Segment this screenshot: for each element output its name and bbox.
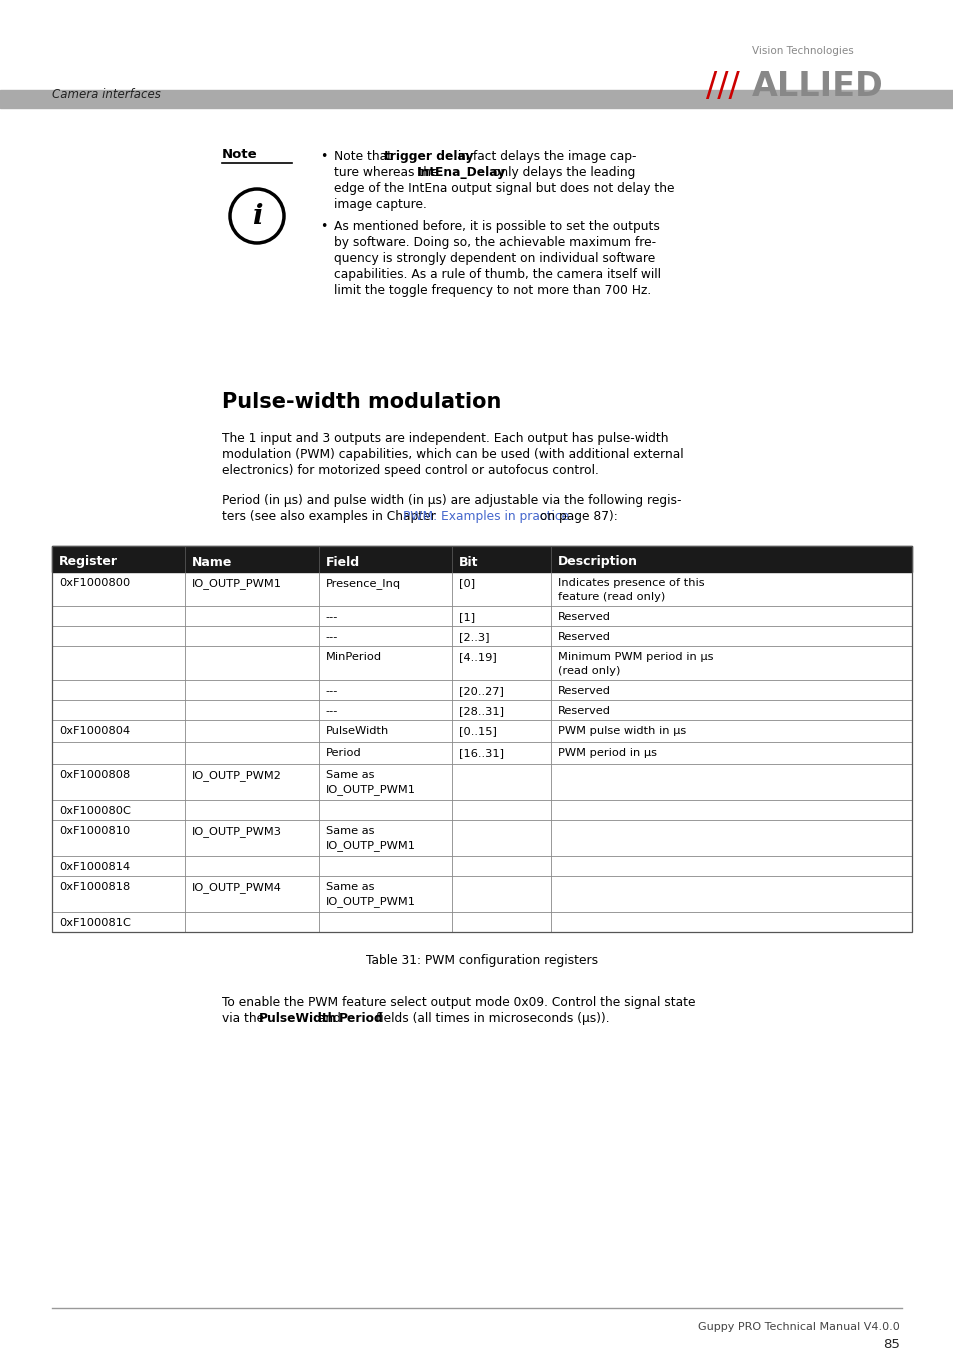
Text: Camera interfaces: Camera interfaces bbox=[52, 88, 161, 101]
Bar bbox=[52, 545, 911, 572]
Text: via the: via the bbox=[222, 1012, 268, 1025]
Text: PWM pulse width in μs: PWM pulse width in μs bbox=[558, 726, 685, 736]
Text: PulseWidth: PulseWidth bbox=[258, 1012, 337, 1025]
Text: Reserved: Reserved bbox=[558, 632, 610, 643]
Text: [20..27]: [20..27] bbox=[458, 686, 503, 697]
Text: and: and bbox=[314, 1012, 344, 1025]
Text: Register: Register bbox=[59, 555, 118, 568]
Text: 0xF1000804: 0xF1000804 bbox=[59, 726, 130, 736]
Text: PWM period in μs: PWM period in μs bbox=[558, 748, 656, 757]
Text: Presence_Inq: Presence_Inq bbox=[325, 578, 400, 589]
Text: Bit: Bit bbox=[458, 555, 477, 568]
Text: [0..15]: [0..15] bbox=[458, 726, 497, 736]
Text: IO_OUTP_PWM1: IO_OUTP_PWM1 bbox=[325, 840, 416, 850]
Text: [2..3]: [2..3] bbox=[458, 632, 489, 643]
Text: Pulse-width modulation: Pulse-width modulation bbox=[222, 392, 501, 412]
Text: 0xF100080C: 0xF100080C bbox=[59, 806, 131, 815]
Text: [0]: [0] bbox=[458, 578, 475, 589]
Text: •: • bbox=[319, 220, 327, 234]
Text: on page 87):: on page 87): bbox=[536, 510, 618, 522]
Text: Reserved: Reserved bbox=[558, 706, 610, 716]
Text: trigger delay: trigger delay bbox=[384, 150, 473, 163]
Text: Field: Field bbox=[325, 555, 359, 568]
Text: Guppy PRO Technical Manual V4.0.0: Guppy PRO Technical Manual V4.0.0 bbox=[698, 1322, 899, 1332]
Text: 0xF100081C: 0xF100081C bbox=[59, 918, 131, 927]
Text: capabilities. As a rule of thumb, the camera itself will: capabilities. As a rule of thumb, the ca… bbox=[334, 269, 660, 281]
Text: only delays the leading: only delays the leading bbox=[489, 166, 635, 180]
Text: MinPeriod: MinPeriod bbox=[325, 652, 381, 662]
Text: Indicates presence of this: Indicates presence of this bbox=[558, 578, 703, 589]
Text: i: i bbox=[252, 202, 262, 230]
Text: Note: Note bbox=[222, 148, 257, 161]
Bar bbox=[0, 90, 953, 108]
Text: IO_OUTP_PWM4: IO_OUTP_PWM4 bbox=[193, 882, 282, 892]
Text: 0xF1000800: 0xF1000800 bbox=[59, 578, 131, 589]
Text: Description: Description bbox=[558, 555, 638, 568]
Text: ---: --- bbox=[325, 612, 337, 622]
Text: Table 31: PWM configuration registers: Table 31: PWM configuration registers bbox=[366, 954, 598, 967]
Text: IntEna_Delay: IntEna_Delay bbox=[416, 166, 506, 180]
Text: quency is strongly dependent on individual software: quency is strongly dependent on individu… bbox=[334, 252, 655, 265]
Text: (read only): (read only) bbox=[558, 666, 619, 676]
Text: [1]: [1] bbox=[458, 612, 475, 622]
Text: 0xF1000818: 0xF1000818 bbox=[59, 882, 131, 892]
Text: ALLIED: ALLIED bbox=[751, 70, 882, 103]
Text: image capture.: image capture. bbox=[334, 198, 426, 211]
Text: edge of the IntEna output signal but does not delay the: edge of the IntEna output signal but doe… bbox=[334, 182, 674, 194]
Text: Name: Name bbox=[193, 555, 233, 568]
Text: Same as: Same as bbox=[325, 826, 374, 836]
Text: ///: /// bbox=[705, 70, 739, 103]
Text: fields (all times in microseconds (μs)).: fields (all times in microseconds (μs)). bbox=[372, 1012, 609, 1025]
Text: feature (read only): feature (read only) bbox=[558, 593, 664, 602]
Text: ---: --- bbox=[325, 686, 337, 697]
Text: ters (see also examples in Chapter: ters (see also examples in Chapter bbox=[222, 510, 439, 522]
Text: 0xF1000808: 0xF1000808 bbox=[59, 769, 131, 780]
Text: IO_OUTP_PWM1: IO_OUTP_PWM1 bbox=[325, 896, 416, 907]
Text: 0xF1000814: 0xF1000814 bbox=[59, 863, 130, 872]
Text: [16..31]: [16..31] bbox=[458, 748, 503, 757]
Text: ---: --- bbox=[325, 706, 337, 716]
Text: electronics) for motorized speed control or autofocus control.: electronics) for motorized speed control… bbox=[222, 464, 598, 477]
Text: •: • bbox=[319, 150, 327, 163]
Text: modulation (PWM) capabilities, which can be used (with additional external: modulation (PWM) capabilities, which can… bbox=[222, 448, 683, 460]
Text: PulseWidth: PulseWidth bbox=[325, 726, 389, 736]
Text: Note that: Note that bbox=[334, 150, 395, 163]
Bar bbox=[52, 545, 911, 932]
Text: Period: Period bbox=[325, 748, 361, 757]
Text: Vision Technologies: Vision Technologies bbox=[751, 46, 853, 55]
Text: 85: 85 bbox=[882, 1338, 899, 1350]
Text: in fact delays the image cap-: in fact delays the image cap- bbox=[454, 150, 636, 163]
Text: The 1 input and 3 outputs are independent. Each output has pulse-width: The 1 input and 3 outputs are independen… bbox=[222, 432, 668, 446]
Text: Reserved: Reserved bbox=[558, 612, 610, 622]
Text: limit the toggle frequency to not more than 700 Hz.: limit the toggle frequency to not more t… bbox=[334, 284, 651, 297]
Text: IO_OUTP_PWM1: IO_OUTP_PWM1 bbox=[193, 578, 282, 589]
Text: Period: Period bbox=[338, 1012, 383, 1025]
Text: Minimum PWM period in μs: Minimum PWM period in μs bbox=[558, 652, 713, 662]
Text: Same as: Same as bbox=[325, 769, 374, 780]
Text: Reserved: Reserved bbox=[558, 686, 610, 697]
Text: PWM: Examples in practice: PWM: Examples in practice bbox=[402, 510, 569, 522]
Text: ---: --- bbox=[325, 632, 337, 643]
Text: Period (in μs) and pulse width (in μs) are adjustable via the following regis-: Period (in μs) and pulse width (in μs) a… bbox=[222, 494, 680, 508]
Text: To enable the PWM feature select output mode 0x09. Control the signal state: To enable the PWM feature select output … bbox=[222, 996, 695, 1008]
Text: IO_OUTP_PWM3: IO_OUTP_PWM3 bbox=[193, 826, 282, 837]
Text: [28..31]: [28..31] bbox=[458, 706, 503, 716]
Text: [4..19]: [4..19] bbox=[458, 652, 497, 662]
Text: As mentioned before, it is possible to set the outputs: As mentioned before, it is possible to s… bbox=[334, 220, 659, 234]
Text: Same as: Same as bbox=[325, 882, 374, 892]
Text: 0xF1000810: 0xF1000810 bbox=[59, 826, 131, 836]
Text: by software. Doing so, the achievable maximum fre-: by software. Doing so, the achievable ma… bbox=[334, 236, 656, 248]
Text: IO_OUTP_PWM1: IO_OUTP_PWM1 bbox=[325, 784, 416, 795]
Text: IO_OUTP_PWM2: IO_OUTP_PWM2 bbox=[193, 769, 282, 780]
Text: ture whereas the: ture whereas the bbox=[334, 166, 442, 180]
